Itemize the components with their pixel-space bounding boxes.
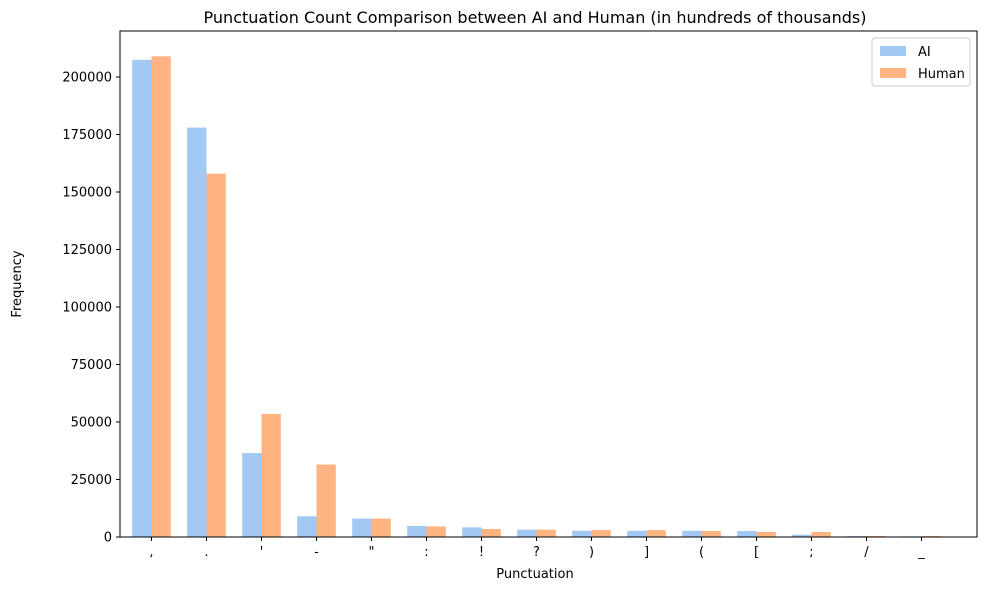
bar-ai-1 — [187, 127, 207, 537]
x-axis-title: Punctuation — [496, 567, 573, 582]
y-tick-label-2: 50000 — [71, 416, 112, 431]
bar-human-7 — [536, 529, 556, 537]
bar-ai-0 — [132, 59, 152, 537]
x-tick-label-8: ) — [589, 545, 594, 560]
y-tick-label-1: 25000 — [71, 473, 112, 488]
bar-ai-11 — [737, 531, 757, 537]
axes-frame — [119, 30, 978, 538]
bar-ai-4 — [352, 518, 372, 537]
x-tick-label-1: . — [204, 545, 208, 560]
bar-ai-8 — [572, 530, 592, 537]
y-tick-label-0: 0 — [104, 531, 112, 546]
x-tick-label-3: - — [314, 545, 319, 560]
legend-label-ai: AI — [918, 45, 931, 60]
bar-human-12 — [811, 531, 831, 537]
legend-swatch-ai — [880, 46, 906, 56]
x-tick-label-11: [ — [754, 545, 759, 560]
bar-ai-9 — [627, 530, 647, 537]
x-tick-label-13: / — [864, 545, 869, 560]
legend-swatch-human — [880, 68, 906, 78]
bar-human-8 — [591, 530, 611, 537]
bar-human-10 — [701, 531, 721, 537]
x-tick-label-2: ' — [260, 545, 264, 560]
bar-ai-12 — [792, 534, 812, 537]
x-tick-label-14: _ — [917, 545, 925, 560]
x-tick-label-12: ; — [809, 545, 813, 560]
y-tick-label-5: 125000 — [62, 243, 112, 258]
bar-human-4 — [371, 518, 391, 537]
x-tick-label-0: , — [149, 545, 153, 560]
bar-human-2 — [261, 413, 281, 537]
bar-ai-7 — [517, 529, 537, 537]
legend-label-human: Human — [918, 67, 965, 82]
x-tick-label-5: : — [424, 545, 428, 560]
x-tick-label-6: ! — [479, 545, 484, 560]
x-tick-label-10: ( — [699, 545, 704, 560]
x-tick-label-9: ] — [644, 545, 649, 560]
bar-human-6 — [481, 528, 501, 537]
bar-ai-6 — [462, 527, 482, 537]
bar-human-1 — [206, 173, 226, 537]
y-tick-label-7: 175000 — [62, 128, 112, 143]
bar-ai-5 — [407, 525, 427, 537]
bar-human-5 — [426, 526, 446, 537]
bar-human-9 — [646, 530, 666, 537]
y-axis-title: Frequency — [10, 250, 25, 317]
y-tick-label-3: 75000 — [71, 358, 112, 373]
chart-title: Punctuation Count Comparison between AI … — [204, 8, 867, 27]
x-tick-label-7: ? — [533, 545, 540, 560]
legend: AI Human — [871, 37, 971, 87]
bar-human-0 — [151, 56, 171, 538]
bar-ai-10 — [682, 530, 702, 537]
plot-area: ,. ' - ":!?)] ( [; / _ 0 25000 50000 75000 100000 125… — [62, 56, 941, 560]
bar-human-3 — [316, 464, 336, 537]
bar-ai-2 — [242, 453, 262, 537]
y-tick-label-6: 150000 — [62, 186, 112, 201]
y-tick-label-4: 100000 — [62, 301, 112, 316]
bar-human-11 — [756, 531, 776, 537]
x-tick-label-4: " — [369, 545, 375, 560]
bar-ai-3 — [297, 516, 317, 537]
y-tick-label-8: 200000 — [62, 71, 112, 86]
